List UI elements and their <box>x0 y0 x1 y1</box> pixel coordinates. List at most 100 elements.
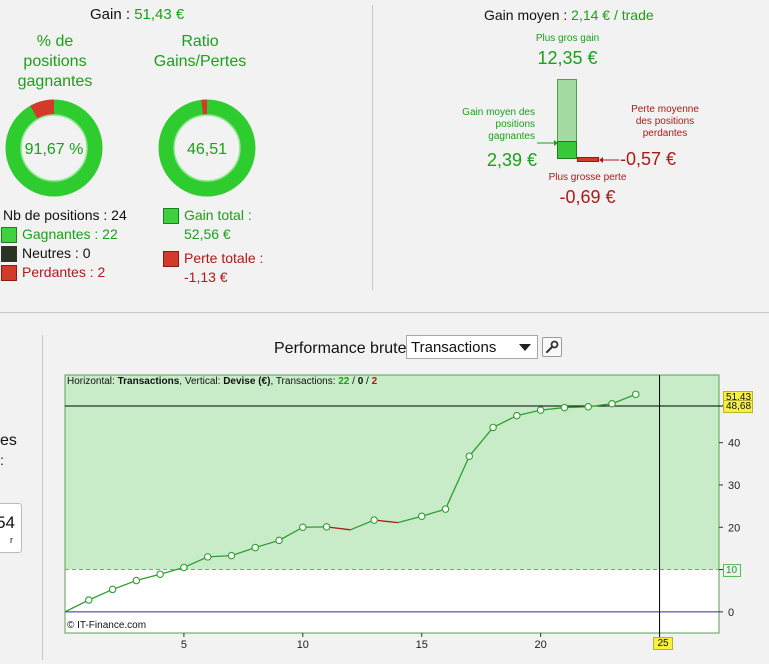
left-fragment-text: es <box>0 432 17 449</box>
x-tick-label: 20 <box>535 639 547 651</box>
info-neutral: 0 <box>357 376 364 387</box>
gain-segment <box>397 515 422 524</box>
trade-point <box>370 516 378 524</box>
pct-ring-loss <box>5 99 103 197</box>
y-tick-label: 40 <box>728 438 740 450</box>
x-tick-label: 15 <box>416 639 428 651</box>
plot-frame <box>64 374 720 634</box>
ratio-value: 46,51 <box>187 141 227 158</box>
cursor-y-tag: 48,68 <box>723 400 753 413</box>
trade-point <box>180 563 188 572</box>
gain-segment <box>468 427 494 457</box>
arrow-right-icon <box>537 140 558 146</box>
trade-point <box>441 505 450 513</box>
gain-moyen-pos-label: Gain moyen des positions gagnantes <box>462 107 535 142</box>
gain-segment <box>207 554 232 558</box>
gain-total-value: 52,56 € <box>184 226 231 242</box>
gain-segment <box>64 599 90 613</box>
y-tick-label: 30 <box>728 480 740 492</box>
left-fragment-box-value: 54 <box>0 513 15 532</box>
trade-point <box>203 553 212 561</box>
trade-point <box>251 543 260 552</box>
x-tick-label: 10 <box>297 639 309 651</box>
section-divider <box>0 312 769 313</box>
perf-title: Performance brute <box>274 340 407 357</box>
y-tick-label: 20 <box>728 522 740 534</box>
gain-segment <box>159 566 185 575</box>
trade-point <box>584 402 592 411</box>
left-fragment-box-sub: r <box>10 535 13 545</box>
plus-gros-gain-value: 12,35 € <box>537 48 598 68</box>
gain-segment <box>350 519 375 531</box>
chart-settings-button[interactable] <box>542 337 562 357</box>
info-h-value: Transactions <box>117 376 180 387</box>
x-tick-label: 5 <box>181 639 187 651</box>
trade-point <box>465 452 474 460</box>
trade-point <box>632 390 640 399</box>
chevron-down-icon <box>519 344 531 351</box>
info-sep2: / <box>363 376 372 387</box>
left-fragment-box[interactable]: 54 r <box>0 503 22 553</box>
gain-segment <box>136 573 161 582</box>
info-v-value: Devise (€) <box>223 376 271 387</box>
gain-segment <box>540 406 565 411</box>
gain-total-swatch <box>163 208 179 224</box>
top-divider <box>372 5 373 290</box>
left-fragment-colon: : <box>0 452 4 468</box>
pct-winning-title: % de positions gagnantes <box>17 33 93 90</box>
pct-ring-inner <box>20 114 88 182</box>
winning-count: Gagnantes : 22 <box>22 226 118 242</box>
threshold-tag: 10 <box>723 564 741 577</box>
info-sep1: / <box>349 376 358 387</box>
gain-segment <box>278 526 304 541</box>
gain-label: Gain : <box>90 6 131 23</box>
bottom-divider <box>42 335 43 660</box>
gain-segment <box>421 508 446 517</box>
gain-segment <box>444 455 470 510</box>
neutral-swatch <box>1 246 17 262</box>
gain-header: Gain : 51,43 € <box>90 6 184 23</box>
avg-loss-bar <box>577 157 599 162</box>
trade-point <box>608 400 616 408</box>
perte-totale-swatch <box>163 251 179 267</box>
trade-point <box>132 576 141 585</box>
trade-point <box>322 523 331 531</box>
wrench-icon <box>546 340 559 353</box>
nb-positions: Nb de positions : 24 <box>3 207 127 223</box>
info-h-label: Horizontal: <box>67 376 118 387</box>
gain-value: 51,43 € <box>134 6 185 23</box>
trade-point <box>299 523 307 532</box>
info-loss: 2 <box>371 376 378 387</box>
gain-segment <box>588 403 613 408</box>
info-t-label: , Transactions: <box>270 376 339 387</box>
gain-moyen-header: Gain moyen : 2,14 € / trade <box>484 7 654 23</box>
gain-segment <box>112 579 137 591</box>
perte-moy-label: Perte moyenne des positions perdantes <box>631 104 699 139</box>
losing-swatch <box>1 265 17 281</box>
gain-moyen-label: Gain moyen : <box>484 7 568 23</box>
arrow-left-icon <box>599 157 619 163</box>
copyright: © IT-Finance.com <box>67 620 147 631</box>
trade-point <box>560 403 569 412</box>
gain-segment <box>183 556 208 569</box>
plus-grosse-perte-label: Plus grosse perte <box>548 172 627 183</box>
trade-point <box>417 512 426 521</box>
trade-point <box>108 585 117 594</box>
trade-point <box>275 536 283 545</box>
trade-point <box>227 551 236 560</box>
perte-totale-label: Perte totale : <box>184 250 264 266</box>
trade-point <box>536 406 545 414</box>
plus-grosse-perte-value: -0,69 € <box>559 187 616 207</box>
winning-swatch <box>1 227 17 243</box>
gain-segment <box>611 393 637 405</box>
neutral-count: Neutres : 0 <box>22 245 91 261</box>
loss-segment <box>374 519 399 524</box>
loss-segment <box>326 526 351 531</box>
perf-dropdown[interactable]: Transactions <box>406 335 538 359</box>
plus-gros-gain-label: Plus gros gain <box>535 33 600 44</box>
perte-totale-value: -1,13 € <box>184 269 228 285</box>
y-tick-label: 0 <box>728 607 734 619</box>
pct-winning-donut: 91,67 % <box>5 99 103 197</box>
ratio-ring-loss <box>158 99 256 197</box>
